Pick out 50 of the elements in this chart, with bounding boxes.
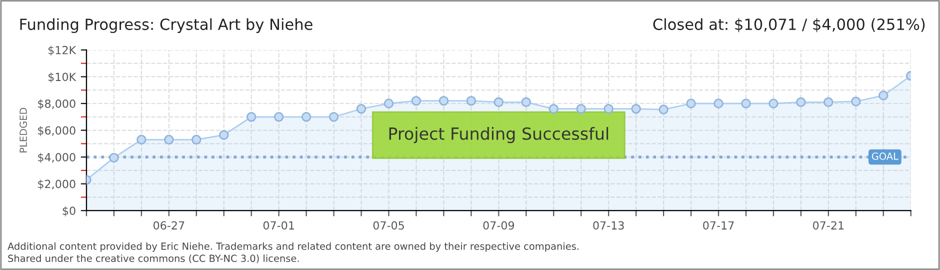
point: [521, 97, 532, 108]
point: [878, 90, 888, 100]
x-tick-label: 07-21: [813, 221, 844, 230]
point: [796, 97, 806, 108]
text: Closed at: $10,071 / $4,000 (251%): [653, 18, 925, 32]
point: [686, 98, 696, 108]
point: [466, 96, 476, 106]
annotation: Project Funding Successful: [389, 127, 608, 144]
point: [438, 96, 449, 106]
text: Shared under the creative commons (CC BY-NC 3.0) license.: [8, 254, 299, 264]
point: [219, 130, 229, 140]
point: [136, 134, 146, 145]
point: [768, 98, 778, 108]
x-tick-label: 07-05: [373, 221, 404, 230]
text: Additional content provided by Eric Niehe. Trademarks and related content are owned by their respective companies.: [8, 242, 578, 252]
point: [246, 112, 256, 122]
point: [576, 104, 586, 114]
y-tick-label: $12K: [48, 46, 76, 56]
point: [356, 104, 366, 114]
y-tick-label: $4,000: [38, 152, 76, 163]
x-tick-label: 07-17: [703, 221, 734, 230]
point: [164, 134, 174, 145]
point: [328, 112, 339, 122]
y-tick-label: $8,000: [38, 99, 76, 110]
point: [548, 104, 558, 114]
chart-title: Funding Progress: Crystal Art by Niehe: [20, 18, 312, 34]
point: [192, 134, 202, 145]
x-tick-label: 06-27: [154, 221, 184, 230]
x-tick-label: 07-13: [593, 221, 624, 230]
x-tick-label: 07-01: [263, 221, 294, 230]
point: [274, 112, 284, 122]
point: [658, 104, 668, 114]
point: [631, 104, 641, 114]
point: [714, 98, 724, 108]
point: [851, 96, 861, 106]
point: [741, 98, 751, 108]
point: [301, 112, 312, 122]
ref-line-label: GOAL: [872, 152, 898, 160]
point: [824, 97, 834, 108]
x-tick-label: 07-09: [483, 221, 514, 230]
point: [411, 96, 422, 106]
y-tick-label: $10K: [48, 72, 76, 83]
y-tick-label: $0: [62, 206, 76, 216]
y-axis-title: PLEDGED: [20, 108, 27, 152]
point: [109, 152, 119, 163]
point: [494, 97, 504, 108]
point: [604, 104, 614, 114]
point: [384, 98, 394, 108]
y-tick-label: $2,000: [38, 180, 76, 190]
y-tick-label: $6,000: [38, 126, 76, 136]
